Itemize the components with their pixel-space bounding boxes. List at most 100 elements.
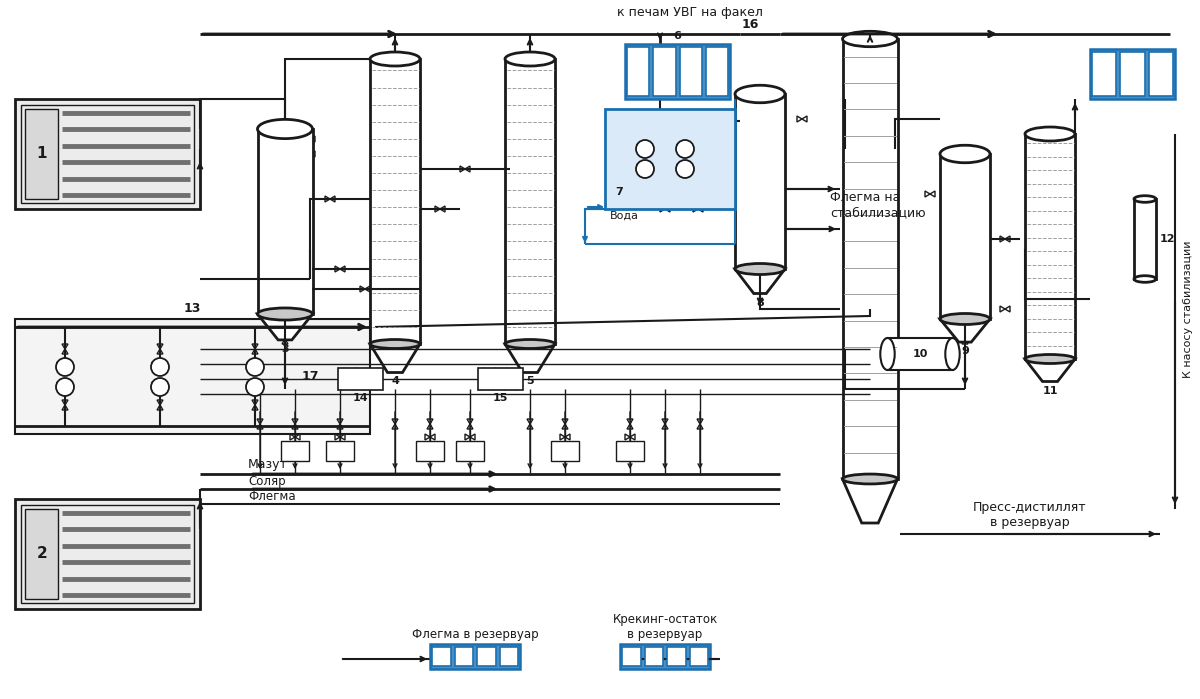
Polygon shape [757, 224, 763, 229]
Polygon shape [698, 206, 703, 212]
Polygon shape [252, 344, 258, 349]
Text: 12: 12 [1160, 234, 1176, 244]
Bar [620, 644, 710, 669]
Circle shape [56, 358, 74, 376]
Bar [505, 59, 554, 344]
Ellipse shape [1025, 127, 1075, 141]
Polygon shape [527, 109, 533, 114]
Polygon shape [157, 349, 163, 354]
Bar [734, 94, 785, 269]
Polygon shape [62, 344, 68, 349]
Polygon shape [662, 419, 668, 424]
Text: 16: 16 [742, 18, 758, 31]
Text: 7: 7 [616, 187, 623, 197]
Polygon shape [467, 424, 473, 429]
Ellipse shape [370, 52, 420, 66]
Polygon shape [337, 424, 343, 429]
Polygon shape [1025, 359, 1075, 382]
Ellipse shape [734, 264, 785, 275]
Bar [706, 47, 728, 96]
Polygon shape [562, 424, 568, 429]
Ellipse shape [842, 474, 898, 484]
Polygon shape [962, 269, 968, 274]
Bar [281, 441, 310, 461]
Circle shape [676, 140, 694, 158]
Bar [690, 647, 708, 666]
Polygon shape [866, 109, 874, 114]
Text: Вода: Вода [610, 211, 640, 221]
Text: 11: 11 [1043, 386, 1057, 396]
Polygon shape [252, 405, 258, 410]
Polygon shape [1046, 264, 1054, 269]
Polygon shape [1000, 236, 1006, 242]
Polygon shape [425, 434, 430, 440]
Polygon shape [866, 104, 874, 109]
Text: Пресс-дистиллят
в резервуар: Пресс-дистиллят в резервуар [973, 501, 1087, 529]
Text: Флегма на
стабилизацию: Флегма на стабилизацию [830, 191, 925, 219]
Bar [25, 109, 59, 199]
Polygon shape [252, 349, 258, 354]
Bar [14, 319, 370, 434]
Polygon shape [797, 116, 802, 122]
Bar [940, 154, 990, 319]
Polygon shape [1055, 306, 1060, 312]
Polygon shape [527, 424, 533, 429]
Polygon shape [625, 434, 630, 440]
Polygon shape [628, 419, 634, 424]
Polygon shape [427, 424, 433, 429]
Polygon shape [62, 349, 68, 354]
Polygon shape [307, 254, 313, 259]
Text: 1: 1 [36, 147, 47, 161]
Polygon shape [470, 434, 475, 440]
Polygon shape [335, 434, 340, 440]
Ellipse shape [881, 338, 895, 370]
Polygon shape [527, 419, 533, 424]
Polygon shape [257, 424, 263, 429]
Polygon shape [325, 196, 330, 202]
Bar [1148, 52, 1174, 96]
Circle shape [636, 160, 654, 178]
Bar [667, 647, 685, 666]
Polygon shape [427, 419, 433, 424]
Circle shape [56, 378, 74, 396]
Polygon shape [392, 419, 398, 424]
Bar [644, 647, 662, 666]
Bar [258, 129, 312, 314]
Polygon shape [340, 266, 346, 272]
Polygon shape [740, 116, 745, 122]
Bar [370, 59, 420, 344]
Bar [1121, 52, 1145, 96]
Polygon shape [940, 319, 990, 342]
Ellipse shape [370, 340, 420, 349]
Bar [456, 441, 484, 461]
Circle shape [151, 358, 169, 376]
Polygon shape [282, 339, 288, 344]
Bar [616, 441, 644, 461]
Bar [605, 109, 734, 209]
Polygon shape [560, 434, 565, 440]
Polygon shape [392, 109, 398, 114]
Polygon shape [842, 479, 898, 523]
Bar [430, 644, 520, 669]
Polygon shape [310, 151, 314, 157]
Text: Крекинг-остаток
в резервуар: Крекинг-остаток в резервуар [612, 613, 718, 641]
Bar [625, 44, 730, 99]
Bar [499, 647, 518, 666]
Bar [1090, 49, 1175, 99]
Polygon shape [662, 424, 668, 429]
Circle shape [636, 140, 654, 158]
Text: 15: 15 [492, 393, 508, 403]
Text: 5: 5 [526, 377, 534, 387]
Bar [653, 47, 676, 96]
Polygon shape [392, 424, 398, 429]
Polygon shape [962, 334, 968, 339]
Polygon shape [757, 244, 763, 249]
Polygon shape [310, 136, 314, 142]
Polygon shape [330, 196, 335, 202]
Polygon shape [527, 104, 533, 109]
Bar [478, 368, 522, 390]
Polygon shape [962, 264, 968, 269]
Polygon shape [430, 434, 436, 440]
Circle shape [676, 160, 694, 178]
Text: 9: 9 [961, 346, 968, 356]
